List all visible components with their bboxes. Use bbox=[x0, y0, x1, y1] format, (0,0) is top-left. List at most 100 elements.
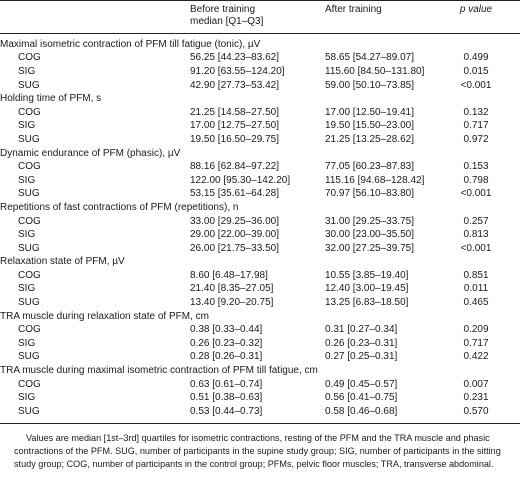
after-value: 0.56 [0.41–0.75] bbox=[325, 392, 398, 404]
after-value: 30.00 [23.00–35.50] bbox=[325, 229, 414, 241]
header-before-training: Before training median [Q1–Q3] bbox=[190, 0, 325, 34]
p-value: <0.001 bbox=[460, 79, 492, 91]
header-before-line2: median [Q1–Q3] bbox=[190, 16, 264, 27]
table-row: SIG 0.51 [0.38–0.63] 0.56 [0.41–0.75] 0.231 bbox=[0, 391, 520, 405]
p-value: 0.570 bbox=[450, 405, 520, 424]
table-row: SUG 19.50 [16.50–29.75] 21.25 [13.25–28.62… bbox=[0, 133, 520, 147]
after-value: 0.26 [0.23–0.31] bbox=[325, 337, 398, 349]
table-row: COG 56.25 [44.23–83.62] 58.65 [54.27–89.07… bbox=[0, 52, 520, 66]
group-label: COG bbox=[18, 378, 41, 390]
before-value: 42.90 [27.73–53.42] bbox=[190, 79, 279, 91]
table-row: COG 8.60 [6.48–17.98] 10.55 [3.85–19.40] 0.… bbox=[0, 269, 520, 283]
after-value: 0.49 [0.45–0.57] bbox=[325, 378, 398, 390]
p-value: 0.465 bbox=[463, 297, 489, 309]
before-value: 29.00 [22.00–39.00] bbox=[190, 229, 279, 241]
table-row: SUG 42.90 [27.73–53.42] 59.00 [50.10–73.85… bbox=[0, 79, 520, 93]
group-label: COG bbox=[18, 161, 41, 173]
table-row: SIG 91.20 [63.55–124.20] 115.60 [84.50–131… bbox=[0, 65, 520, 79]
before-value: 17.00 [12.75–27.50] bbox=[190, 120, 279, 132]
after-value: 77.05 [60.23–87.83] bbox=[325, 161, 414, 173]
group-label: SUG bbox=[18, 351, 40, 363]
table-row: SIG 21.40 [8.35–27.05] 12.40 [3.00–19.45] 0… bbox=[0, 283, 520, 297]
p-value: <0.001 bbox=[460, 188, 492, 200]
table-row: SIG 17.00 [12.75–27.50] 19.50 [15.50–23.00… bbox=[0, 120, 520, 134]
table-row: COG 33.00 [29.25–36.00] 31.00 [29.25–33.75… bbox=[0, 215, 520, 229]
table-row: COG 88.16 [62.84–97.22] 77.05 [60.23–87.83… bbox=[0, 160, 520, 174]
group-label: SUG bbox=[18, 79, 40, 91]
header-after-training: After training bbox=[325, 0, 450, 34]
section-row: TRA muscle during maximal isometric cont… bbox=[0, 364, 520, 378]
before-value: 33.00 [29.25–36.00] bbox=[190, 215, 279, 227]
before-value: 0.53 [0.44–0.73] bbox=[190, 405, 325, 424]
group-label: SUG bbox=[0, 405, 190, 424]
after-value: 19.50 [15.50–23.00] bbox=[325, 120, 414, 132]
header-p-value: p value bbox=[450, 0, 520, 34]
p-value: 0.153 bbox=[463, 161, 489, 173]
after-value: 58.65 [54.27–89.07] bbox=[325, 52, 414, 64]
after-value: 12.40 [3.00–19.45] bbox=[325, 283, 409, 295]
group-label: COG bbox=[18, 106, 41, 118]
table-header: Before training median [Q1–Q3] After tra… bbox=[0, 0, 520, 34]
after-value: 13.25 [6.83–18.50] bbox=[325, 297, 409, 309]
table-row: SUG 13.40 [9.20–20.75] 13.25 [6.83–18.50] 0… bbox=[0, 296, 520, 310]
after-value: 31.00 [29.25–33.75] bbox=[325, 215, 414, 227]
table-row: SIG 29.00 [22.00–39.00] 30.00 [23.00–35.50… bbox=[0, 228, 520, 242]
before-value: 13.40 [9.20–20.75] bbox=[190, 297, 274, 309]
p-value: 0.972 bbox=[463, 133, 489, 145]
section-title: TRA muscle during maximal isometric cont… bbox=[0, 365, 318, 377]
before-value: 19.50 [16.50–29.75] bbox=[190, 133, 279, 145]
before-value: 0.26 [0.23–0.32] bbox=[190, 337, 263, 349]
before-value: 53.15 [35.61–64.28] bbox=[190, 188, 279, 200]
before-value: 0.51 [0.38–0.63] bbox=[190, 392, 263, 404]
section-title: Relaxation state of PFM, µV bbox=[0, 256, 125, 268]
table-row: SUG 0.53 [0.44–0.73] 0.58 [0.46–0.68] 0.570 bbox=[0, 405, 520, 424]
before-value: 56.25 [44.23–83.62] bbox=[190, 52, 279, 64]
p-value: 0.257 bbox=[463, 215, 489, 227]
p-value: 0.499 bbox=[463, 52, 489, 64]
header-blank bbox=[0, 0, 190, 34]
after-value: 21.25 [13.25–28.62] bbox=[325, 133, 414, 145]
section-title: Holding time of PFM, s bbox=[0, 93, 102, 105]
group-label: SIG bbox=[18, 337, 36, 349]
p-value: 0.231 bbox=[463, 392, 489, 404]
p-value: 0.011 bbox=[463, 283, 489, 295]
group-label: SUG bbox=[18, 133, 40, 145]
table-body: Maximal isometric contraction of PFM til… bbox=[0, 34, 520, 424]
table-row: SUG 53.15 [35.61–64.28] 70.97 [56.10–83.80… bbox=[0, 188, 520, 202]
group-label: SIG bbox=[18, 65, 36, 77]
before-value: 26.00 [21.75–33.50] bbox=[190, 242, 279, 254]
p-value: 0.422 bbox=[463, 351, 489, 363]
p-value: 0.209 bbox=[463, 324, 489, 336]
group-label: SUG bbox=[18, 242, 40, 254]
section-row: TRA muscle during relaxation state of PF… bbox=[0, 310, 520, 324]
section-row: Dynamic endurance of PFM (phasic), µV bbox=[0, 147, 520, 161]
before-value: 122.00 [95.30–142.20] bbox=[190, 174, 291, 186]
results-table: Before training median [Q1–Q3] After tra… bbox=[0, 0, 520, 424]
before-value: 21.25 [14.58–27.50] bbox=[190, 106, 279, 118]
p-value: 0.798 bbox=[463, 174, 489, 186]
section-title: TRA muscle during relaxation state of PF… bbox=[0, 310, 209, 322]
section-row: Repetitions of fast contractions of PFM … bbox=[0, 201, 520, 215]
before-value: 88.16 [62.84–97.22] bbox=[190, 161, 279, 173]
p-value: 0.813 bbox=[463, 229, 489, 241]
p-value: 0.717 bbox=[463, 337, 489, 349]
p-value: <0.001 bbox=[460, 242, 492, 254]
before-value: 0.28 [0.26–0.31] bbox=[190, 351, 263, 363]
section-title: Maximal isometric contraction of PFM til… bbox=[0, 38, 261, 50]
section-row: Holding time of PFM, s bbox=[0, 92, 520, 106]
section-row: Relaxation state of PFM, µV bbox=[0, 256, 520, 270]
group-label: SIG bbox=[18, 120, 36, 132]
table-row: SUG 26.00 [21.75–33.50] 32.00 [27.25–39.75… bbox=[0, 242, 520, 256]
before-value: 0.63 [0.61–0.74] bbox=[190, 378, 263, 390]
table-row: SIG 0.26 [0.23–0.32] 0.26 [0.23–0.31] 0.717 bbox=[0, 337, 520, 351]
p-value: 0.007 bbox=[463, 378, 489, 390]
group-label: SIG bbox=[18, 229, 36, 241]
table-row: COG 0.38 [0.33–0.44] 0.31 [0.27–0.34] 0.209 bbox=[0, 323, 520, 337]
p-value: 0.132 bbox=[463, 106, 489, 118]
before-value: 0.38 [0.33–0.44] bbox=[190, 324, 263, 336]
section-row: Maximal isometric contraction of PFM til… bbox=[0, 34, 520, 52]
before-value: 21.40 [8.35–27.05] bbox=[190, 283, 274, 295]
group-label: SIG bbox=[18, 283, 36, 295]
p-value: 0.717 bbox=[463, 120, 489, 132]
after-value: 0.31 [0.27–0.34] bbox=[325, 324, 398, 336]
